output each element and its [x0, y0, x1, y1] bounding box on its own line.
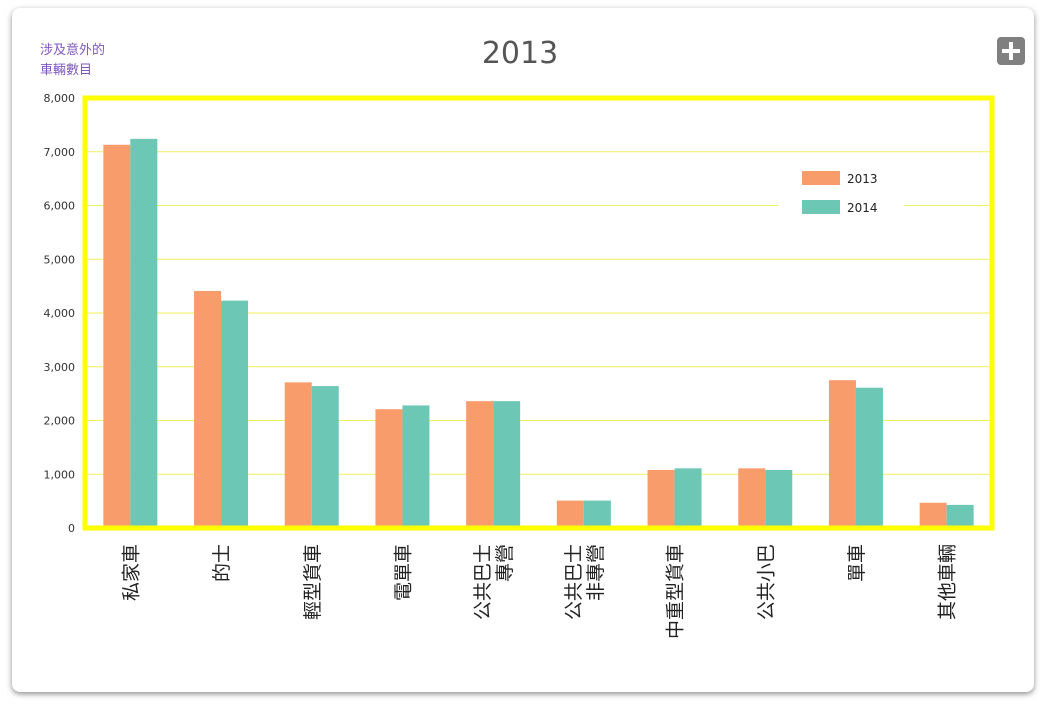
bar-2013	[284, 382, 312, 528]
legend-label: 2014	[847, 201, 878, 215]
x-category-label: 輕型貨車	[302, 544, 324, 620]
bar-2013	[556, 500, 584, 528]
y-axis-label-line-2: 車輛數目	[40, 63, 92, 78]
bar-2014	[130, 138, 158, 528]
y-tick-label: 6,000	[44, 200, 76, 213]
bar-2013	[466, 401, 494, 528]
bar-2013	[738, 468, 766, 528]
plot-area-border	[82, 95, 995, 531]
y-axis-label-line-1: 涉及意外的	[40, 42, 105, 58]
y-tick-label: 3,000	[44, 361, 76, 374]
y-tick-label: 7,000	[44, 146, 76, 159]
y-tick-label: 4,000	[44, 307, 76, 320]
x-category-label: 私家車	[120, 544, 142, 601]
bar-2014	[402, 405, 430, 528]
legend-swatch	[802, 200, 840, 214]
legend-swatch	[802, 171, 840, 185]
y-tick-label: 8,000	[44, 92, 76, 105]
bar-2014	[221, 300, 249, 528]
bar-2013	[194, 290, 222, 528]
x-category-label: 單車	[846, 544, 868, 582]
bar-2013	[919, 502, 947, 528]
bar-2014	[946, 504, 974, 528]
x-category-label: 公共小巴	[755, 544, 777, 620]
legend-label: 2013	[847, 172, 878, 186]
x-category-label: 公共巴士	[472, 544, 494, 620]
bar-2013	[828, 380, 856, 528]
bar-2014	[765, 469, 793, 528]
bar-2014	[674, 468, 702, 528]
legend-box	[778, 162, 904, 224]
chart-title: 2013	[482, 36, 558, 71]
bar-2014	[855, 387, 883, 528]
bar-2014	[311, 386, 339, 528]
bar-2013	[103, 144, 131, 528]
bar-2014	[493, 401, 521, 528]
x-category-label: 其他車輛	[937, 544, 959, 620]
x-category-label: 電單車	[392, 544, 414, 601]
y-tick-label: 2,000	[44, 415, 76, 428]
chart-card	[12, 8, 1034, 692]
x-category-label: 非專營	[585, 544, 607, 601]
y-tick-label: 0	[68, 522, 75, 535]
x-category-label: 專營	[494, 544, 516, 582]
y-tick-label: 5,000	[44, 253, 76, 266]
bar-2014	[583, 500, 611, 528]
bar-2013	[375, 409, 403, 528]
plus-icon[interactable]	[997, 37, 1025, 65]
y-tick-label: 1,000	[44, 468, 76, 481]
x-category-label: 公共巴士	[563, 544, 585, 620]
x-category-label: 中重型貨車	[665, 544, 687, 639]
x-category-label: 的士	[211, 544, 233, 582]
bar-2013	[647, 469, 675, 528]
